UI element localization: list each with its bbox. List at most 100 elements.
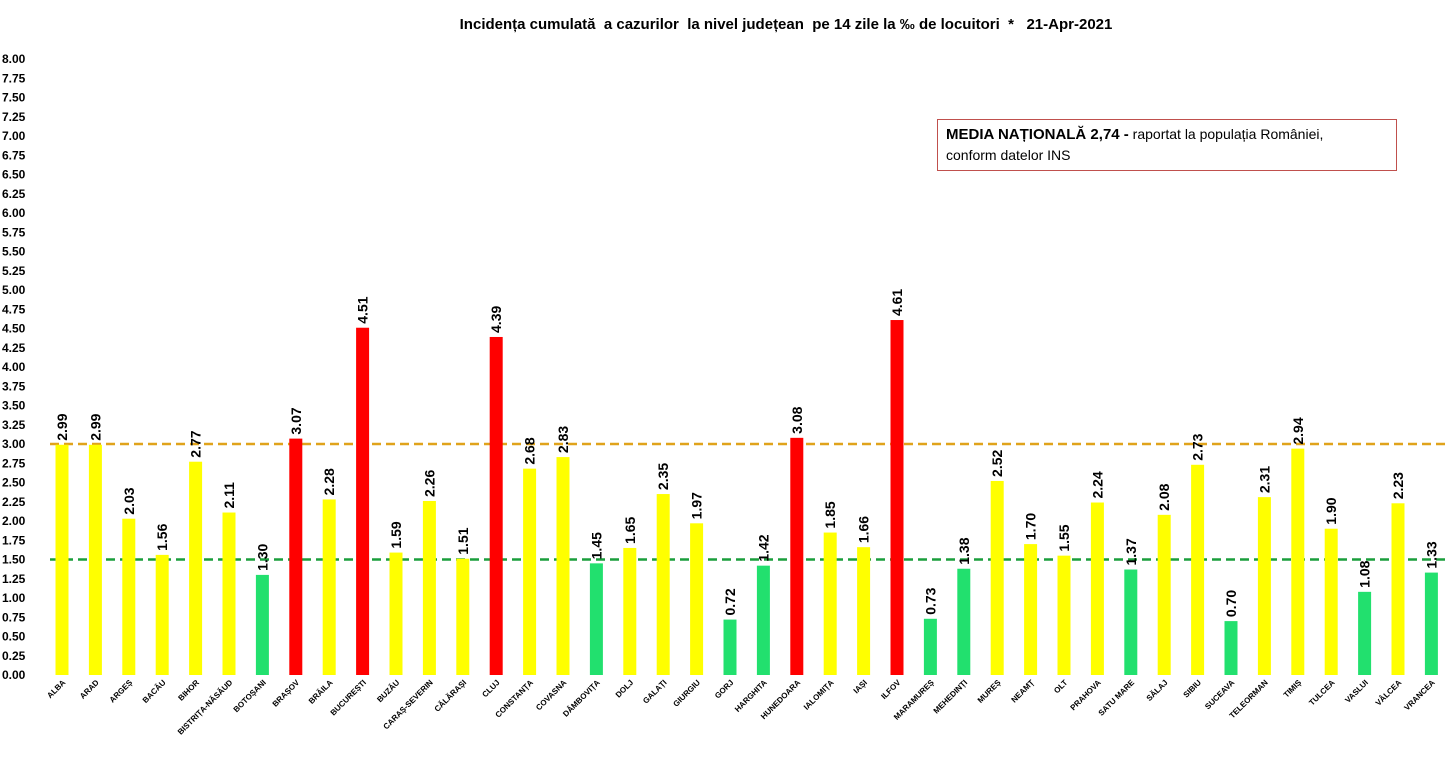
category-label: SĂLAJ xyxy=(1145,678,1170,703)
category-label: VASLUI xyxy=(1343,678,1370,705)
value-label: 1.90 xyxy=(1323,497,1339,524)
bar xyxy=(823,532,837,675)
y-tick-label: 6.25 xyxy=(2,187,26,201)
bar xyxy=(957,568,971,675)
value-label: 2.26 xyxy=(421,470,437,497)
value-label: 2.24 xyxy=(1089,471,1105,498)
value-label: 1.45 xyxy=(588,532,604,559)
category-label: GIURGIU xyxy=(671,678,702,709)
category-label: ARGEȘ xyxy=(108,678,135,705)
value-label: 2.03 xyxy=(121,487,137,514)
national-average-note: MEDIA NAȚIONALĂ 2,74 - raportat la popul… xyxy=(937,119,1397,171)
value-label: 4.61 xyxy=(889,289,905,316)
bar xyxy=(890,320,904,675)
bar xyxy=(155,554,169,675)
value-label: 2.83 xyxy=(555,426,571,453)
category-label: COVASNA xyxy=(534,678,568,712)
bar xyxy=(857,547,871,675)
value-label: 1.30 xyxy=(254,543,270,570)
y-tick-label: 1.25 xyxy=(2,572,26,586)
bar xyxy=(456,558,470,675)
value-label: 1.51 xyxy=(455,527,471,554)
value-label: 2.94 xyxy=(1290,417,1306,444)
category-label: GALAȚI xyxy=(641,678,668,705)
y-tick-label: 8.00 xyxy=(2,52,26,66)
bar xyxy=(790,437,804,675)
bar xyxy=(255,574,269,675)
bar xyxy=(322,499,336,675)
value-label: 1.97 xyxy=(689,492,705,519)
bar xyxy=(88,444,102,675)
value-label: 1.65 xyxy=(622,516,638,543)
value-label: 2.35 xyxy=(655,463,671,490)
bar xyxy=(756,565,770,675)
bar xyxy=(1057,555,1071,675)
y-tick-label: 3.00 xyxy=(2,437,26,451)
category-label: ALBA xyxy=(45,678,67,700)
value-label: 1.56 xyxy=(154,523,170,550)
bar xyxy=(1224,621,1238,675)
bar xyxy=(422,500,436,675)
bar xyxy=(556,457,570,675)
value-label: 2.52 xyxy=(989,449,1005,476)
value-label: 1.59 xyxy=(388,521,404,548)
category-labels: ALBA ARAD ARGEȘ BACĂU BIHORBISTRIȚA-NĂSĂUDBO… xyxy=(45,678,1437,737)
bar xyxy=(55,444,69,675)
value-label: 3.08 xyxy=(789,406,805,433)
value-label: 1.33 xyxy=(1423,541,1439,568)
y-tick-label: 3.50 xyxy=(2,399,26,413)
bar xyxy=(489,336,503,675)
y-tick-label: 7.25 xyxy=(2,110,26,124)
category-label: BACĂU xyxy=(141,678,168,705)
y-tick-label: 0.00 xyxy=(2,668,26,682)
bar xyxy=(923,618,937,675)
value-label: 1.42 xyxy=(755,534,771,561)
bar xyxy=(356,327,370,675)
value-label: 2.73 xyxy=(1190,433,1206,460)
category-label: CĂLĂRAȘI xyxy=(433,678,469,714)
bar xyxy=(990,480,1004,675)
value-label: 2.23 xyxy=(1390,472,1406,499)
y-tick-label: 6.75 xyxy=(2,148,26,162)
y-tick-label: 5.75 xyxy=(2,225,26,239)
bar xyxy=(389,552,403,675)
value-label: 0.70 xyxy=(1223,590,1239,617)
bar xyxy=(1324,528,1338,675)
threshold-lines xyxy=(50,442,1450,561)
y-tick-label: 0.25 xyxy=(2,649,26,663)
category-label: BOTOȘANI xyxy=(232,678,268,714)
y-tick-label: 3.25 xyxy=(2,418,26,432)
bar xyxy=(1257,497,1271,675)
value-label: 1.38 xyxy=(956,537,972,564)
bar xyxy=(122,518,136,675)
bar xyxy=(690,523,704,675)
y-tick-label: 6.00 xyxy=(2,206,26,220)
bar xyxy=(1291,448,1305,675)
category-label: BUCUREȘTI xyxy=(329,678,368,717)
category-label: ILFOV xyxy=(879,678,902,701)
category-label: HARGHITA xyxy=(733,678,769,714)
bar xyxy=(523,468,537,675)
bar xyxy=(589,563,603,675)
value-label: 2.28 xyxy=(321,468,337,495)
chart-title: Incidența cumulată a cazurilor la nivel … xyxy=(459,16,1113,33)
value-labels: 2.99 2.99 2.03 1.56 2.77 2.11 1.30 3.07 2.28 4.51… xyxy=(54,289,1439,618)
national-average-label: MEDIA NAȚIONALĂ 2,74 - xyxy=(946,126,1129,143)
y-tick-label: 0.75 xyxy=(2,610,26,624)
category-label: SUCEAVA xyxy=(1203,678,1236,711)
bar xyxy=(723,619,737,675)
value-label: 1.55 xyxy=(1056,524,1072,551)
category-label: BRAȘOV xyxy=(271,678,302,709)
bar xyxy=(1391,503,1405,675)
value-label: 1.85 xyxy=(822,501,838,528)
y-tick-label: 5.00 xyxy=(2,283,26,297)
category-label: IAȘI xyxy=(852,678,869,695)
bar xyxy=(1191,464,1205,675)
bar xyxy=(656,494,670,675)
category-label: VRANCEA xyxy=(1402,678,1436,712)
category-label: PRAHOVA xyxy=(1069,678,1103,712)
category-label: GORJ xyxy=(713,678,735,700)
bar xyxy=(1124,569,1138,675)
y-axis-ticks: 0.00 0.25 0.50 0.75 1.00 1.25 1.50 1.75 2.00 2.25… xyxy=(2,52,26,682)
